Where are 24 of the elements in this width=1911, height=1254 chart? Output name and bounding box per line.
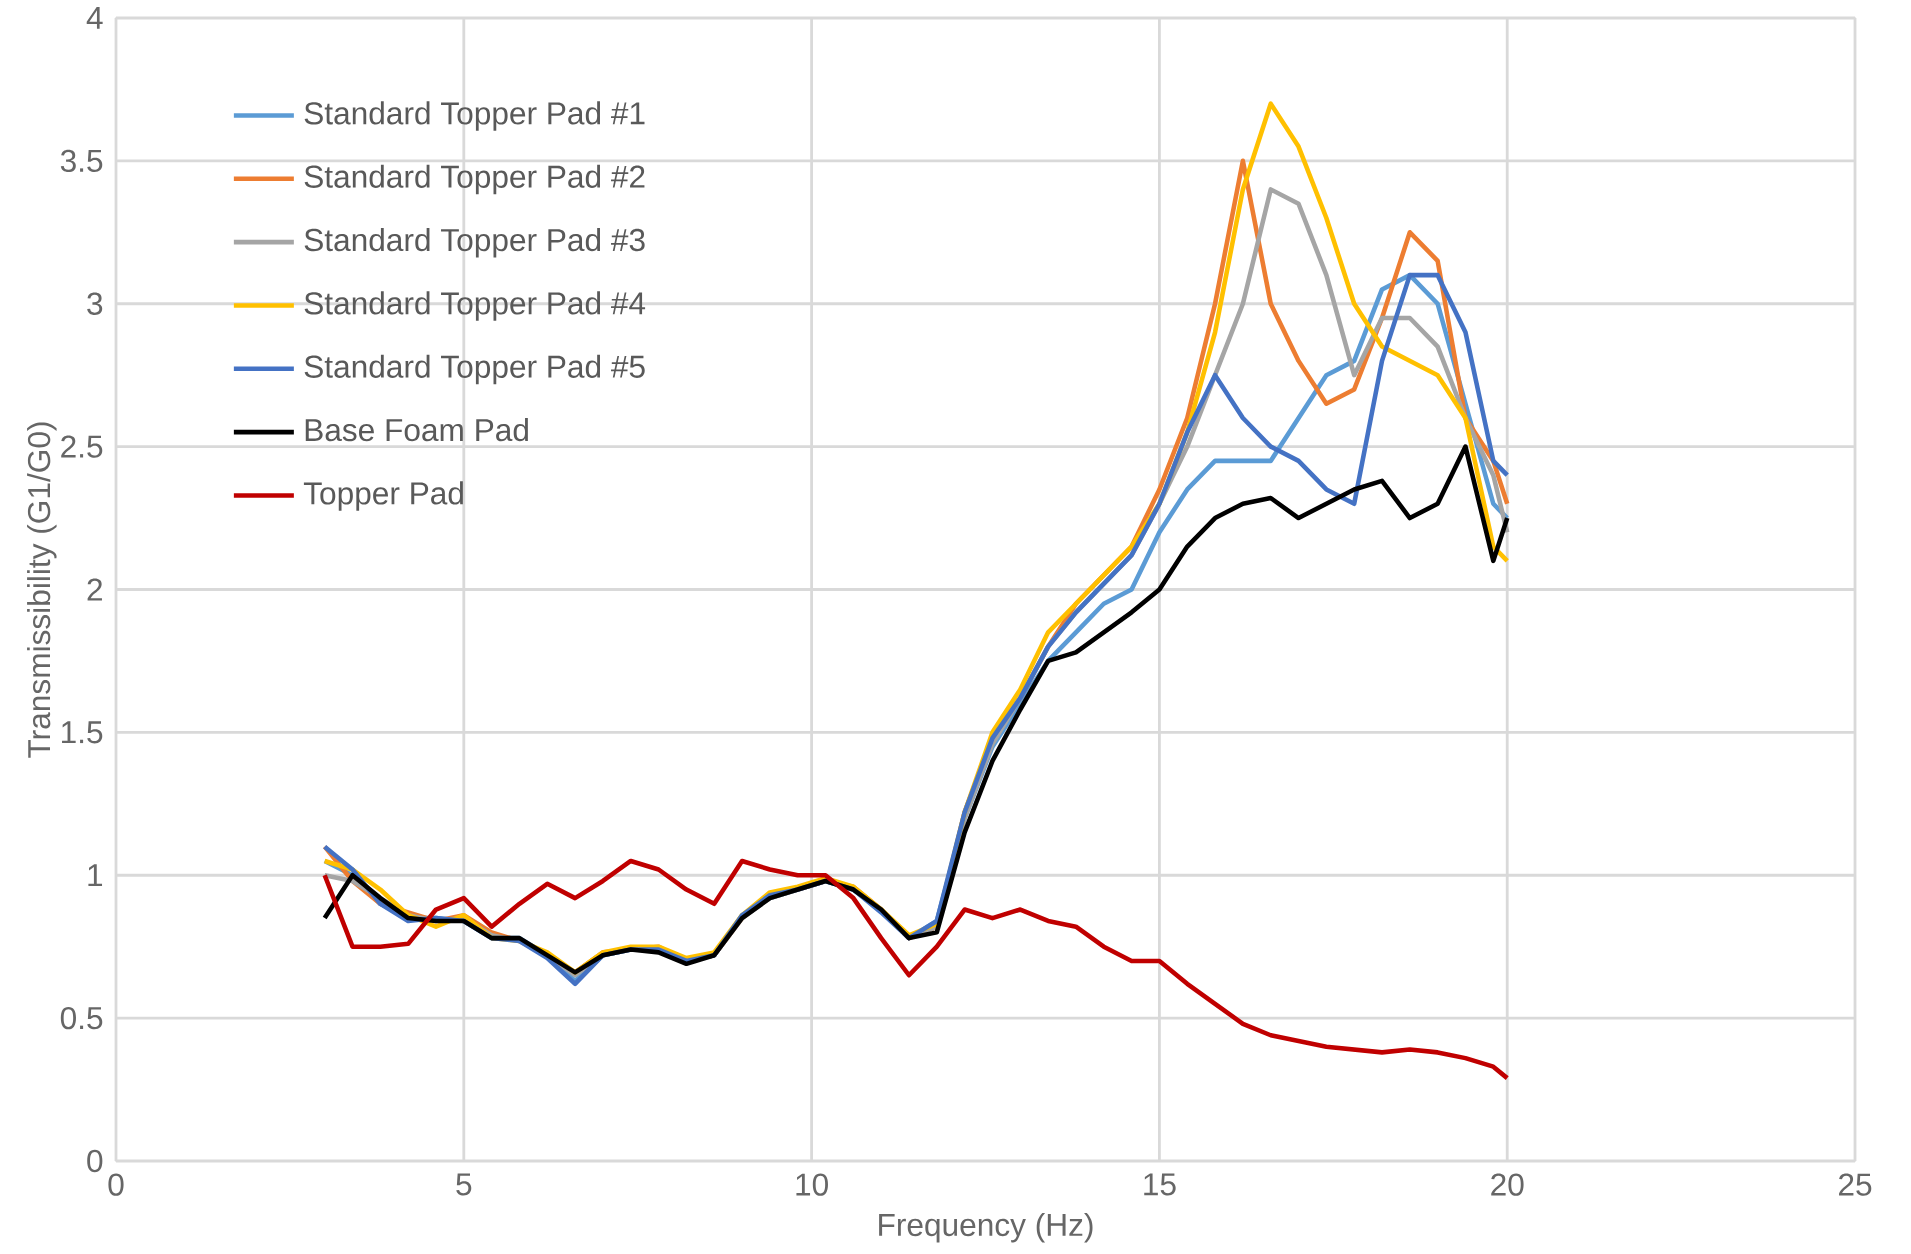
y-tick-label: 3.5 — [60, 149, 103, 173]
y-tick-label: 3 — [87, 292, 103, 315]
legend-label: Standard Topper Pad #3 — [304, 227, 645, 258]
x-tick-label: 15 — [1144, 1173, 1176, 1196]
y-tick-label: 0.5 — [60, 1006, 103, 1030]
x-tick-label: 20 — [1491, 1173, 1524, 1196]
y-tick-label: 4 — [86, 7, 103, 29]
legend-label: Standard Topper Pad #1 — [304, 101, 645, 131]
legend-label: Standard Topper Pad #4 — [304, 291, 646, 321]
x-tick-label: 0 — [108, 1173, 124, 1196]
y-axis-title: Transmissibility (G1/G0) — [27, 422, 57, 758]
y-tick-label: 0 — [87, 1149, 103, 1173]
x-axis-title: Frequency (Hz) — [879, 1212, 1093, 1243]
legend-label: Standard Topper Pad #5 — [304, 354, 645, 385]
x-tick-label: 5 — [456, 1173, 472, 1196]
y-tick-label: 1.5 — [62, 721, 103, 744]
x-tick-label: 10 — [796, 1173, 828, 1196]
legend-label: Base Foam Pad — [305, 418, 528, 442]
y-tick-label: 1 — [88, 864, 103, 887]
x-tick-label: 25 — [1839, 1173, 1872, 1196]
y-tick-label: 2.5 — [61, 435, 103, 458]
y-tick-label: 2 — [87, 578, 102, 601]
legend-label: Standard Topper Pad #2 — [304, 164, 645, 195]
legend-label: Topper Pad — [303, 481, 463, 511]
